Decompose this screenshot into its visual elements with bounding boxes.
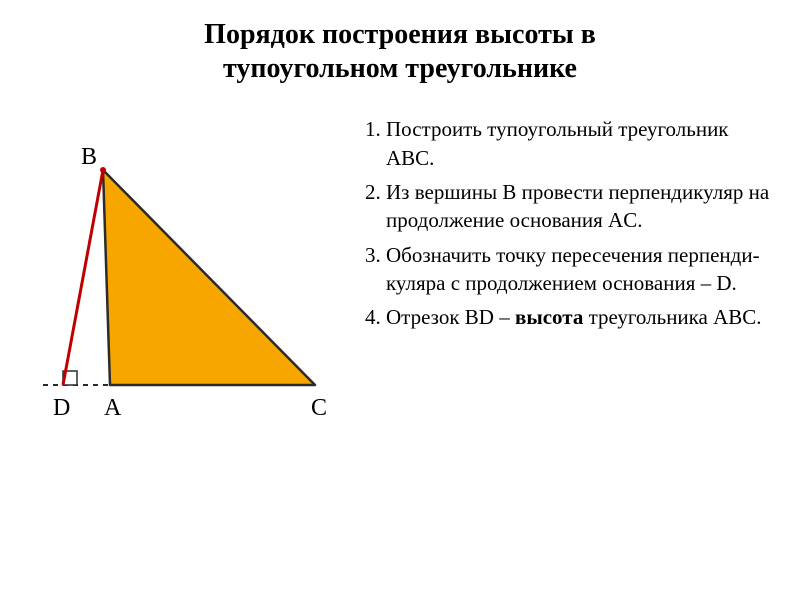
page: Порядок построения высоты в тупоугольном… bbox=[0, 0, 800, 600]
vertex-label-b: B bbox=[81, 144, 97, 170]
step-item: Из вершины B провести перпендикуляр на п… bbox=[386, 178, 780, 235]
step-item: Обозначить точку пересечения перпенди-ку… bbox=[386, 241, 780, 298]
vertex-label-d: D bbox=[53, 395, 70, 421]
page-title: Порядок построения высоты в тупоугольном… bbox=[0, 0, 800, 95]
triangle-diagram: A B C D bbox=[25, 105, 345, 445]
content-row: A B C D Построить тупоугольный треугольник … bbox=[0, 95, 800, 445]
steps-column: Построить тупоугольный треугольник ABC. И… bbox=[350, 105, 780, 445]
steps-list: Построить тупоугольный треугольник ABC. И… bbox=[360, 115, 780, 331]
step-item: Построить тупоугольный треугольник ABC. bbox=[386, 115, 780, 172]
vertex-label-a: A bbox=[104, 395, 122, 421]
step-item: Отрезок BD – высота треугольника ABC. bbox=[386, 303, 780, 331]
title-line-2: тупоугольном треугольнике bbox=[30, 52, 770, 86]
title-line-1: Порядок построения высоты в bbox=[30, 18, 770, 52]
vertex-label-c: C bbox=[311, 395, 327, 421]
diagram-column: A B C D bbox=[20, 105, 350, 445]
